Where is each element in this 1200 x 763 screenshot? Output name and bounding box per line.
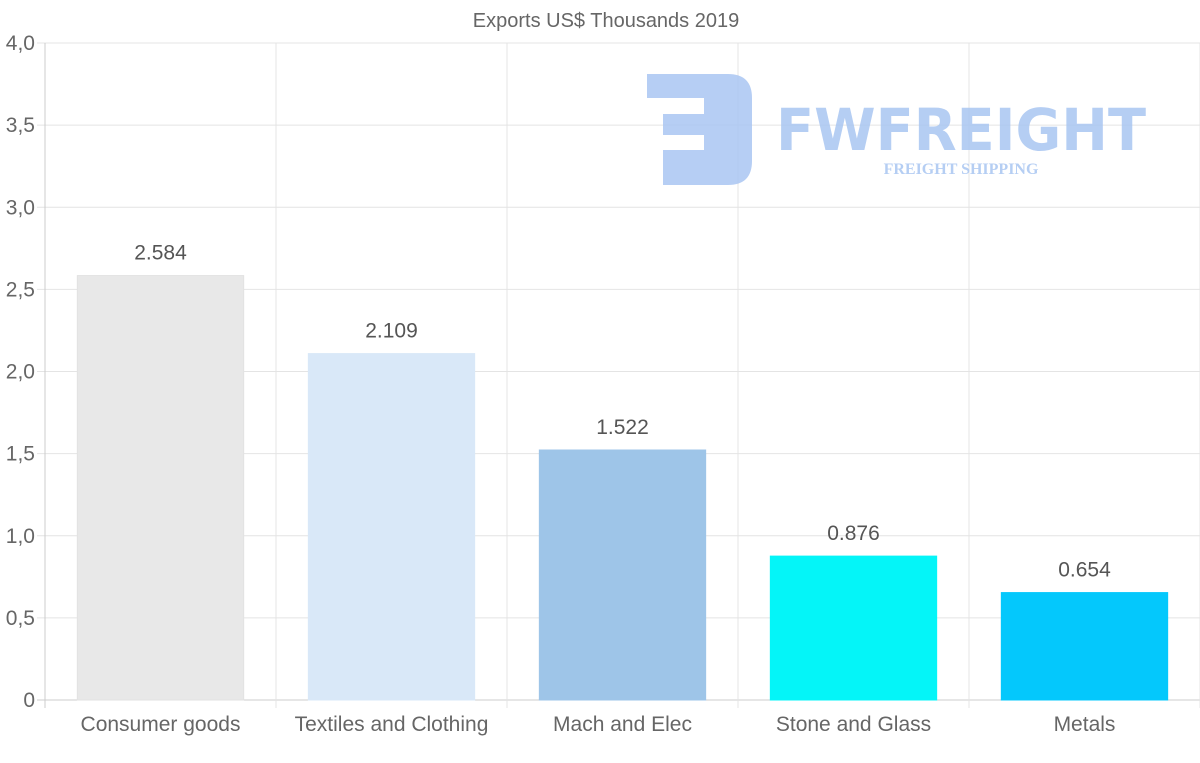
y-tick-label: 3,0	[6, 196, 35, 219]
data-label: 0.654	[1058, 559, 1111, 582]
fwfreight-logo-watermark: FWFREIGHT FREIGHT SHIPPING	[647, 74, 1146, 185]
chart-title: Exports US$ Thousands 2019	[473, 10, 739, 32]
data-label: 1.522	[596, 416, 649, 439]
logo-tagline: FREIGHT SHIPPING	[884, 161, 1039, 178]
y-axis: 0 0,5 1,0 1,5 2,0 2,5 3,0 3,5 4,0	[6, 32, 35, 712]
x-axis: Consumer goods Textiles and Clothing Mach …	[81, 713, 1116, 736]
y-tick-label: 3,5	[6, 114, 35, 137]
logo-mark-icon	[647, 74, 752, 185]
bars	[76, 275, 1169, 701]
y-tick-label: 4,0	[6, 32, 35, 55]
y-tick-label: 2,0	[6, 361, 35, 384]
data-labels: 2.584 2.109 1.522 0.876 0.654	[134, 242, 1111, 582]
bar-consumer-goods	[76, 275, 245, 701]
data-label: 0.876	[827, 522, 880, 545]
bar-textiles-and-clothing	[307, 353, 476, 701]
data-label: 2.109	[365, 320, 418, 343]
x-tick-label: Metals	[1054, 713, 1116, 736]
y-tick-label: 1,5	[6, 443, 35, 466]
data-label: 2.584	[134, 242, 187, 265]
x-tick-label: Mach and Elec	[553, 713, 692, 736]
x-tick-label: Stone and Glass	[776, 713, 931, 736]
bar-mach-and-elec	[538, 449, 707, 701]
y-tick-label: 1,0	[6, 525, 35, 548]
bar-stone-and-glass	[769, 555, 938, 701]
y-tick-label: 0	[23, 689, 35, 712]
x-tick-label: Consumer goods	[81, 713, 241, 736]
bar-metals	[1000, 592, 1169, 701]
y-tick-label: 2,5	[6, 278, 35, 301]
y-tick-label: 0,5	[6, 607, 35, 630]
logo-brand-text: FWFREIGHT	[776, 96, 1146, 164]
x-tick-label: Textiles and Clothing	[295, 713, 489, 736]
